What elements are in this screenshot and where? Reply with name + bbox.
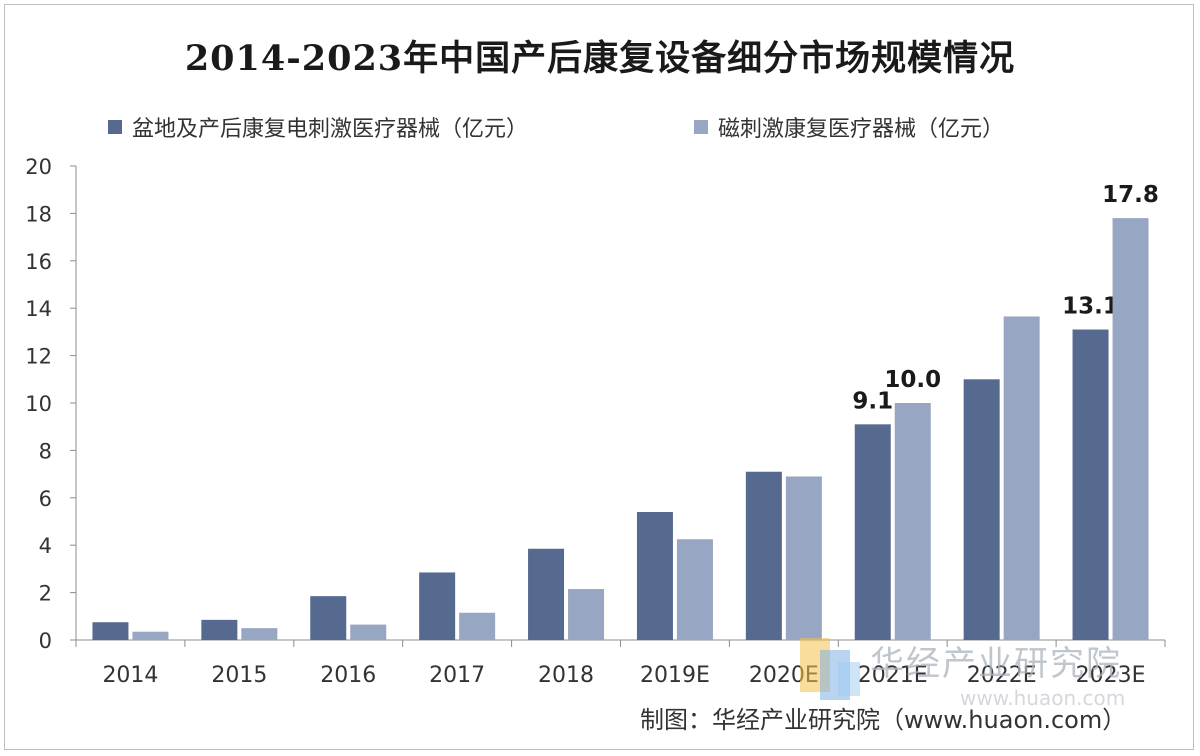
bar-series-2 [350, 624, 387, 640]
y-tick-label: 2 [39, 582, 52, 606]
y-tick-label: 10 [25, 392, 52, 416]
bar-series-1 [854, 424, 891, 640]
bar-series-2 [1112, 218, 1149, 640]
bar-series-1 [92, 622, 129, 640]
bar-series-1 [745, 471, 782, 640]
legend-label-series-2: 磁刺激康复医疗器械（亿元） [718, 117, 1005, 142]
x-tick-label: 2021E [858, 663, 928, 688]
x-tick-label: 2017 [429, 663, 485, 688]
legend-item-series-2: 磁刺激康复医疗器械（亿元） [694, 112, 1004, 142]
y-tick-label: 18 [25, 202, 52, 226]
legend-swatch-series-2 [694, 120, 708, 134]
bar-series-1 [201, 619, 238, 640]
y-tick-label: 20 [25, 155, 52, 179]
source-note: 制图：华经产业研究院（www.huaon.com） [640, 706, 1127, 734]
legend-label-series-1: 盆地及产后康复电刺激医疗器械（亿元） [132, 117, 529, 142]
x-tick-label: 2019E [640, 663, 710, 688]
data-label: 17.8 [1102, 182, 1159, 208]
x-tick-label: 2016 [320, 663, 376, 688]
bar-series-1 [528, 548, 565, 640]
watermark-logo-part [838, 662, 860, 696]
watermark: 华经产业研究院 www.huaon.com [800, 632, 1180, 712]
bar-series-2 [1003, 316, 1040, 640]
bar-series-1 [636, 512, 673, 640]
bar-series-2 [241, 628, 278, 640]
bar-series-1 [963, 379, 1000, 640]
y-tick-label: 6 [39, 487, 52, 511]
bar-series-2 [132, 631, 169, 640]
bar-series-2 [894, 403, 931, 640]
y-tick-label: 14 [25, 297, 52, 321]
x-tick-label: 2014 [102, 663, 158, 688]
legend-item-series-1: 盆地及产后康复电刺激医疗器械（亿元） [108, 112, 528, 142]
x-tick-label: 2018 [538, 663, 594, 688]
bar-series-2 [568, 589, 605, 640]
bar-series-1 [1072, 329, 1109, 640]
y-tick-label: 12 [25, 345, 52, 369]
x-tick-label: 2022E [967, 663, 1037, 688]
bar-series-2 [785, 476, 822, 640]
y-tick-label: 4 [39, 534, 52, 558]
data-label: 10.0 [884, 367, 941, 393]
bar-series-2 [459, 612, 496, 640]
bar-series-1 [310, 596, 347, 640]
legend-swatch-series-1 [108, 120, 122, 134]
bar-series-2 [676, 539, 713, 640]
data-label: 9.1 [852, 388, 893, 414]
y-tick-label: 8 [39, 439, 52, 463]
x-tick-label: 2023E [1076, 663, 1146, 688]
y-tick-label: 16 [25, 250, 52, 274]
bar-series-1 [419, 572, 456, 640]
x-tick-label: 2015 [211, 663, 267, 688]
watermark-text: 华经产业研究院 [870, 644, 1122, 684]
y-tick-label: 0 [39, 629, 52, 653]
data-label: 13.1 [1062, 294, 1119, 320]
chart-title: 2014-2023年中国产后康复设备细分市场规模情况 [184, 38, 1016, 79]
watermark-url: www.huaon.com [960, 686, 1126, 710]
